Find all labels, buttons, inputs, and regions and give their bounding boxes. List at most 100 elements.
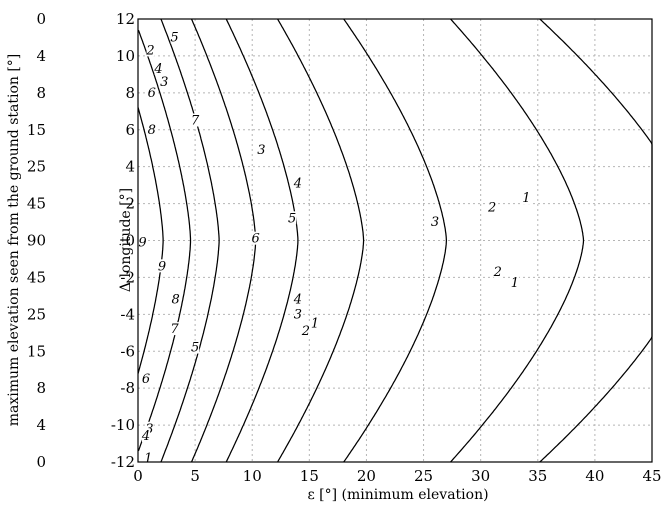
x-tick-label: 25 (414, 467, 433, 485)
contour-label-8: 8 (148, 123, 156, 138)
contour-label-gap (493, 264, 502, 278)
contour-line-2 (450, 18, 585, 463)
y-tick-label: 12 (116, 10, 135, 28)
y-tick-label: -12 (111, 453, 135, 471)
left-tick-label: 25 (27, 158, 46, 176)
y-tick-label: -4 (120, 305, 135, 323)
contour-label-gap (293, 307, 302, 321)
y-tick-label: 4 (125, 158, 135, 176)
left-tick-label: 25 (27, 305, 46, 323)
contour-line-3 (343, 18, 448, 463)
contour-label-2: 2 (493, 265, 502, 280)
contour-label-6: 6 (148, 86, 156, 101)
contour-label-gap (141, 429, 150, 443)
contour-label-2: 2 (145, 43, 154, 58)
contour-label-gap (430, 215, 439, 229)
contour-label-6: 6 (142, 372, 150, 387)
contour-label-4: 4 (293, 176, 302, 191)
contour-label-7: 7 (191, 114, 200, 129)
contour-label-gap (154, 61, 163, 75)
contour-label-1: 1 (511, 276, 519, 291)
contour-label-3: 3 (431, 215, 439, 230)
contour-label-6: 6 (252, 232, 260, 247)
contour-label-8: 8 (172, 293, 180, 308)
contour-label-3: 3 (294, 307, 302, 322)
contour-labels: 11112222333334444555666778899 (138, 30, 530, 466)
left-tick-label: 45 (27, 268, 46, 286)
contour-label-5: 5 (288, 211, 296, 226)
x-tick-labels: 0 5 10 15 20 25 30 35 40 45 (133, 467, 661, 485)
contour-label-gap (170, 30, 179, 44)
y-tick-label: 0 (125, 232, 135, 250)
contour-label-gap (147, 122, 156, 136)
y-tick-label: -2 (120, 268, 135, 286)
contour-label-4: 4 (293, 293, 302, 308)
y-tick-label: -6 (120, 342, 135, 360)
contour-label-2: 2 (487, 200, 496, 215)
contour-line-9 (137, 107, 164, 374)
x-tick-label: 5 (190, 467, 200, 485)
y-tick-label: 6 (125, 121, 135, 139)
y-axis-label: Δ longitude [°] (118, 188, 134, 292)
y-tick-labels: -12 -10 -8 -6 -4 -2 0 2 4 6 8 10 12 (111, 10, 135, 471)
x-tick-label: 40 (585, 467, 604, 485)
x-axis-label: ε [°] (minimum elevation) (307, 487, 488, 503)
contour-label-gap (301, 323, 310, 337)
x-tick-label: 35 (528, 467, 547, 485)
contour-line-1 (539, 18, 653, 463)
contour-label-5: 5 (191, 341, 199, 356)
x-tick-label: 0 (133, 467, 143, 485)
contour-label-gap (488, 200, 497, 214)
contour-label-9: 9 (158, 259, 166, 274)
contour-label-gap (191, 113, 200, 127)
contour-label-gap (145, 421, 154, 435)
contour-label-gap (147, 85, 156, 99)
contour-label-gap (160, 74, 169, 88)
contour-label-4: 4 (141, 429, 150, 444)
contour-label-4: 4 (153, 62, 162, 77)
contour-label-gap (293, 292, 302, 306)
contour-label-gap (251, 231, 260, 245)
left-tick-label: 15 (27, 342, 46, 360)
contour-label-7: 7 (170, 322, 179, 337)
left-tick-label: 15 (27, 121, 46, 139)
contour-label-gap (146, 43, 155, 57)
x-tick-label: 45 (642, 467, 661, 485)
left-axis-label: maximum elevation seen from the ground s… (6, 54, 22, 427)
left-tick-label: 90 (27, 232, 46, 250)
contour-label-1: 1 (522, 191, 530, 206)
left-tick-label: 8 (36, 84, 46, 102)
contour-line-8 (137, 29, 192, 452)
contour-label-gap (157, 259, 166, 273)
contour-label-gap (288, 211, 297, 225)
contour-label-3: 3 (257, 143, 265, 158)
y-tick-label: 8 (125, 84, 135, 102)
left-tick-label: 0 (36, 10, 46, 28)
contour-label-gap (293, 176, 302, 190)
contour-label-gap (170, 322, 179, 336)
contour-line-5 (225, 18, 299, 463)
contour-label-gap (191, 340, 200, 354)
x-tick-label: 15 (300, 467, 319, 485)
contour-line-4 (277, 18, 365, 463)
contour-label-gap (257, 143, 266, 157)
left-elevation-tick-labels: 0 4 8 15 25 45 90 45 25 15 8 4 0 (27, 10, 46, 471)
left-tick-label: 8 (36, 379, 46, 397)
contour-label-1: 1 (311, 317, 319, 332)
y-tick-label: -8 (120, 379, 135, 397)
contour-label-gap (311, 316, 320, 330)
x-tick-label: 20 (357, 467, 376, 485)
left-tick-label: 0 (36, 453, 46, 471)
x-tick-label: 30 (471, 467, 490, 485)
contour-label-gap (510, 275, 519, 289)
y-tick-label: 10 (116, 47, 135, 65)
contour-label-gap (522, 191, 531, 205)
contour-label-gap (138, 235, 147, 249)
left-tick-label: 4 (36, 47, 46, 65)
left-tick-label: 4 (36, 416, 46, 434)
x-tick-label: 10 (243, 467, 262, 485)
contour-label-1: 1 (144, 451, 152, 466)
y-tick-label: 2 (125, 195, 135, 213)
contour-label-gap (171, 292, 180, 306)
